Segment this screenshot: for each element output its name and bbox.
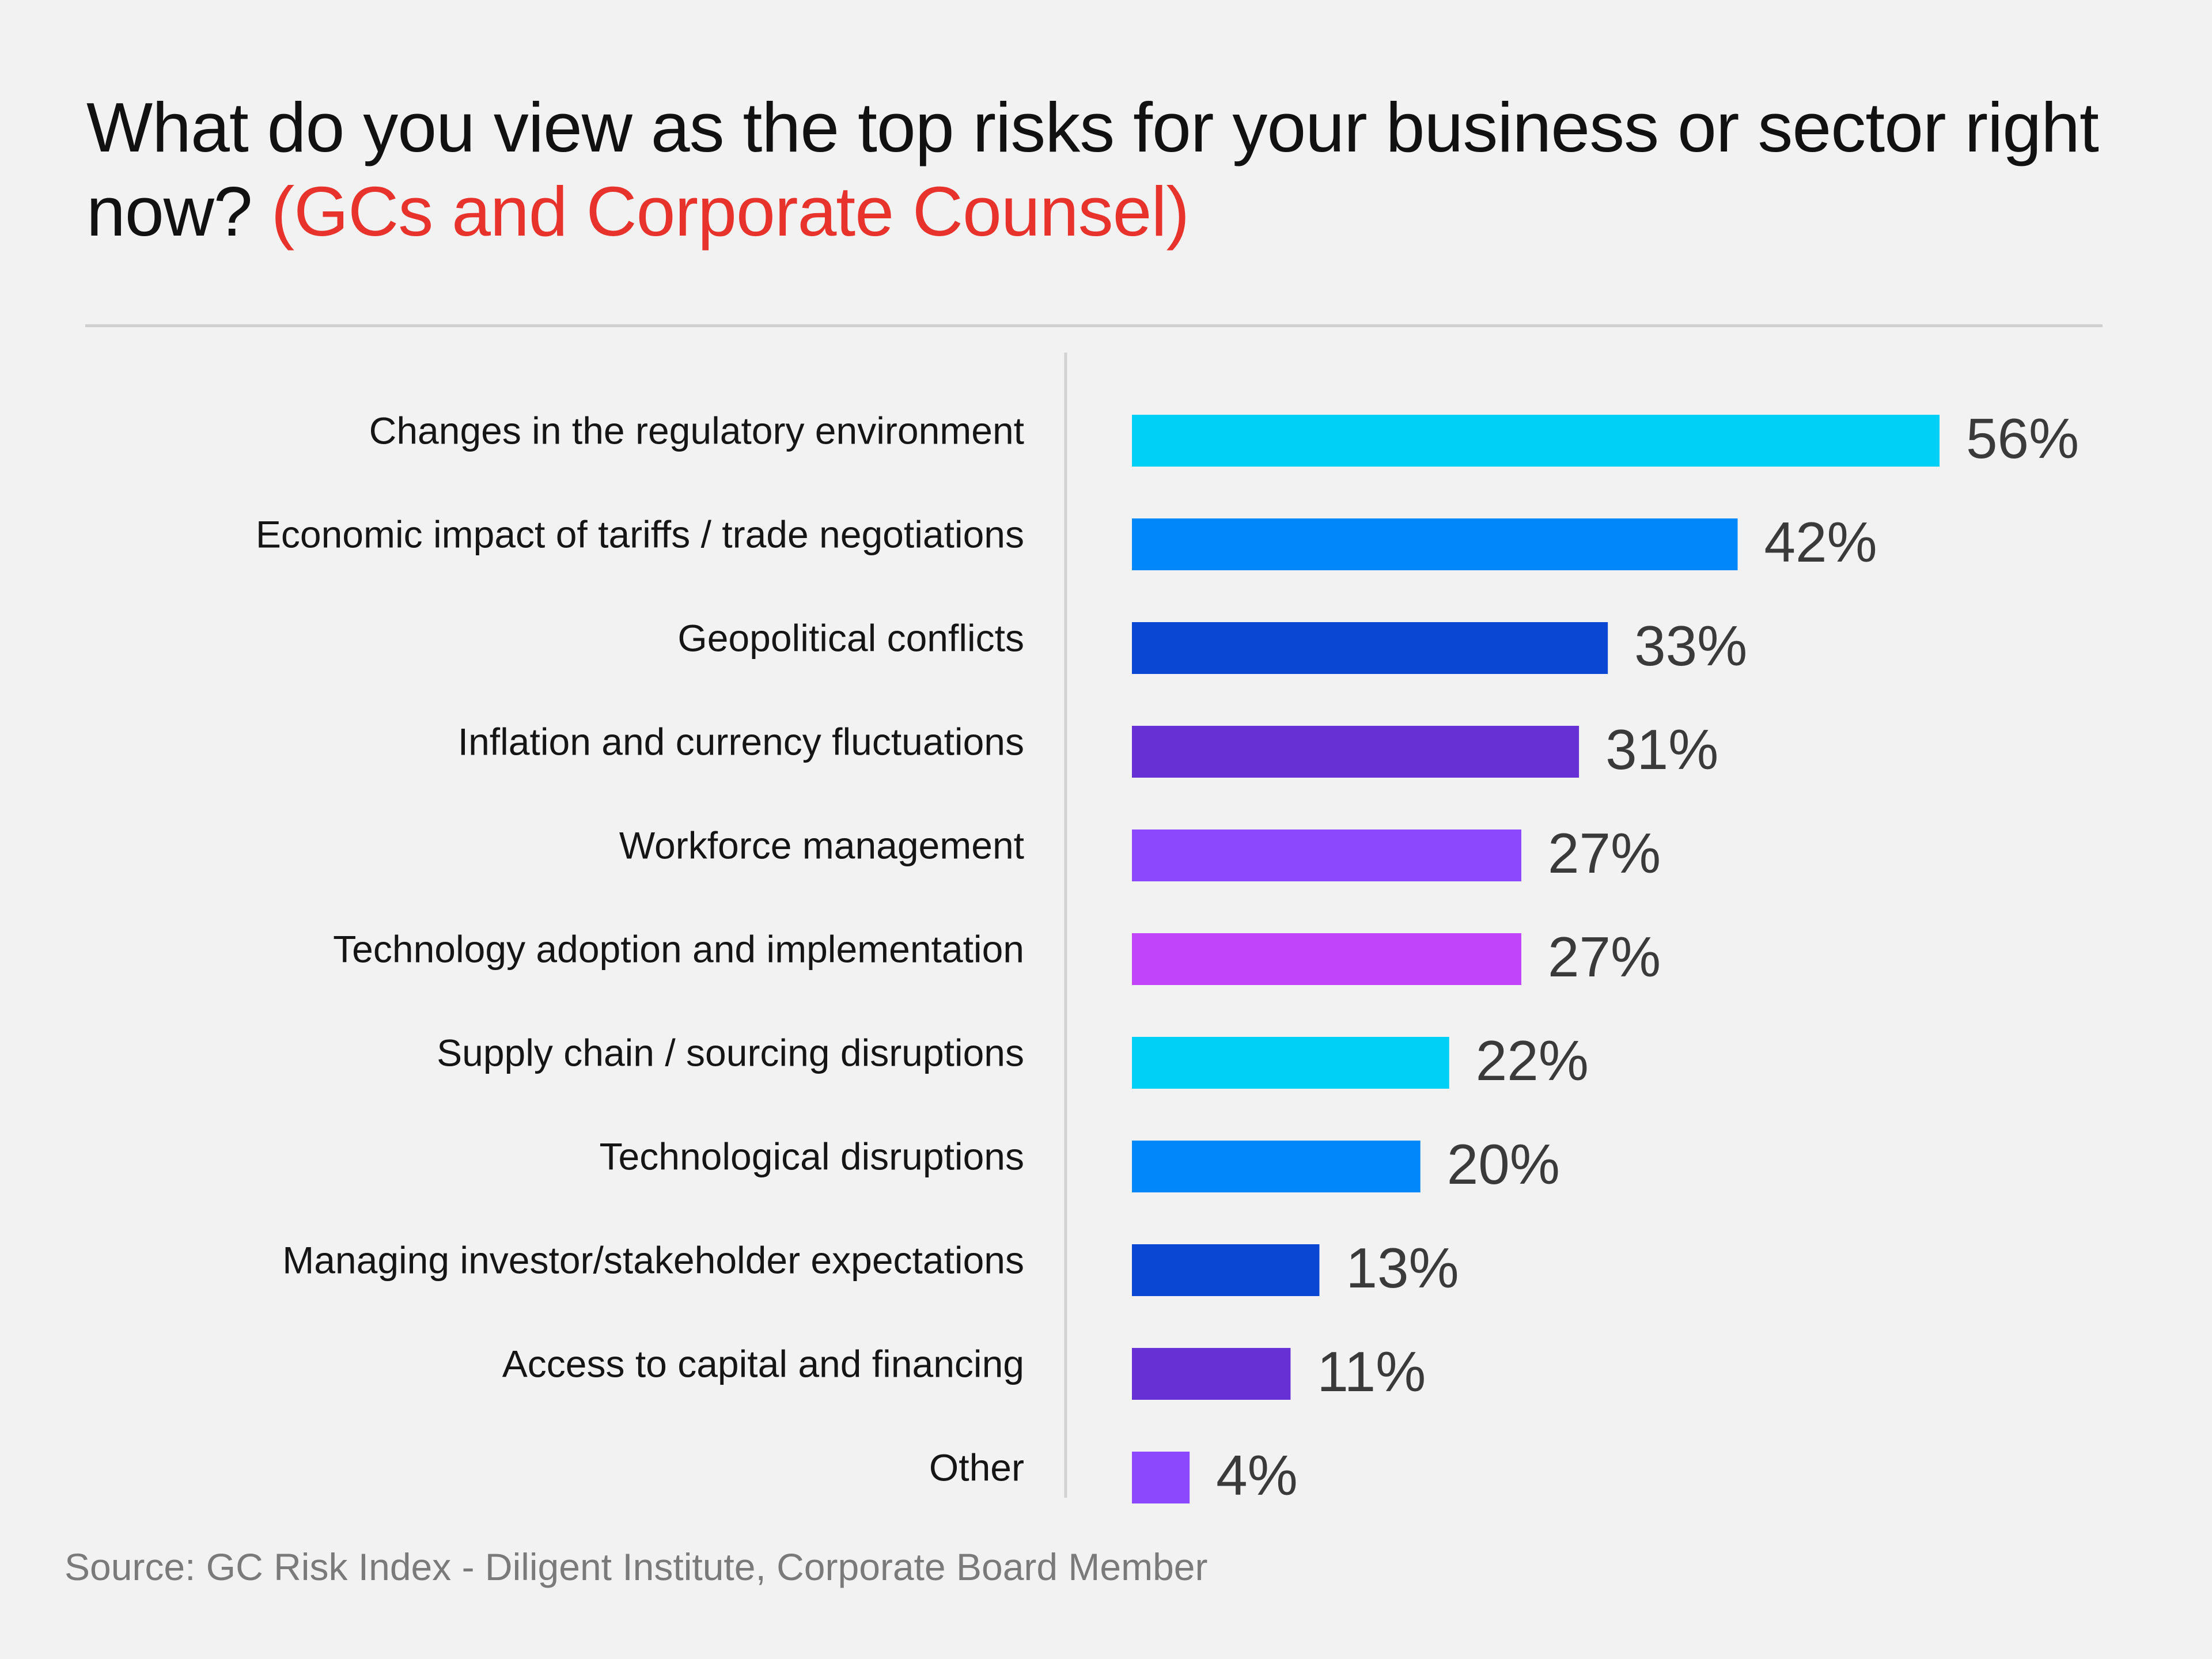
category-label: Technological disruptions (600, 1135, 1024, 1177)
value-label: 20% (1447, 1132, 1560, 1196)
category-label: Managing investor/stakeholder expectatio… (282, 1238, 1024, 1281)
bar (1132, 830, 1521, 881)
bar (1132, 1141, 1421, 1192)
category-label: Changes in the regulatory environment (369, 409, 1024, 452)
value-label: 11% (1317, 1340, 1426, 1403)
category-label: Other (929, 1446, 1024, 1488)
bar (1132, 622, 1608, 674)
category-label: Access to capital and financing (502, 1342, 1024, 1385)
title-divider (85, 324, 2103, 327)
value-label: 27% (1548, 821, 1661, 885)
bar (1132, 518, 1738, 570)
bar (1132, 1452, 1190, 1503)
category-label: Supply chain / sourcing disruptions (437, 1031, 1024, 1074)
bar (1132, 933, 1521, 985)
value-label: 27% (1548, 925, 1661, 988)
bar (1132, 1244, 1320, 1296)
category-label: Inflation and currency fluctuations (458, 720, 1024, 763)
category-label: Economic impact of tariffs / trade negot… (256, 513, 1024, 555)
category-label: Workforce management (619, 824, 1024, 866)
value-label: 13% (1346, 1236, 1459, 1300)
bar (1132, 1037, 1449, 1089)
value-label: 42% (1764, 510, 1877, 574)
category-label: Geopolitical conflicts (677, 616, 1024, 659)
bar (1132, 726, 1580, 778)
value-label: 4% (1216, 1444, 1298, 1507)
value-label: 56% (1966, 407, 2079, 470)
source-note: Source: GC Risk Index - Diligent Institu… (65, 1546, 1208, 1588)
bar (1132, 415, 1940, 467)
chart-title-main: What do you view as the top risks for yo… (86, 88, 2099, 251)
value-label: 22% (1476, 1029, 1589, 1092)
chart-title-accent: (GCs and Corporate Counsel) (271, 172, 1190, 251)
value-label: 33% (1634, 614, 1747, 677)
category-label: Technology adoption and implementation (333, 927, 1024, 970)
chart-title: What do you view as the top risks for yo… (86, 85, 2137, 253)
bar (1132, 1348, 1291, 1400)
value-label: 31% (1605, 718, 1718, 781)
